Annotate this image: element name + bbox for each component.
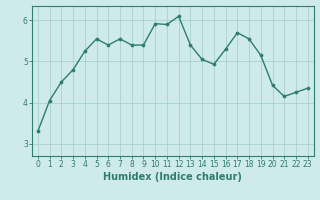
X-axis label: Humidex (Indice chaleur): Humidex (Indice chaleur)	[103, 172, 242, 182]
